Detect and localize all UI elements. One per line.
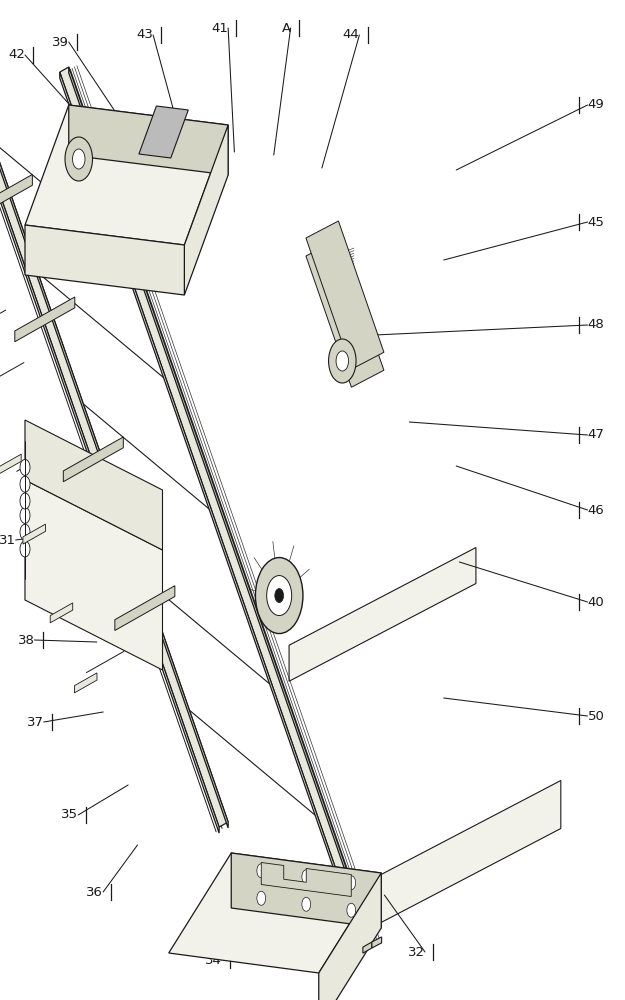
Polygon shape [25,225,184,295]
Text: 45: 45 [588,216,604,229]
Polygon shape [15,297,75,342]
Polygon shape [60,72,363,953]
Text: 46: 46 [588,504,604,516]
Circle shape [336,351,349,371]
Circle shape [20,524,30,540]
Polygon shape [63,437,123,482]
Polygon shape [69,105,228,175]
Polygon shape [60,67,372,947]
Text: 40: 40 [588,595,604,608]
Circle shape [302,897,311,911]
Text: 34: 34 [205,954,222,966]
Circle shape [65,137,92,181]
Circle shape [20,507,30,523]
Polygon shape [23,524,46,544]
Text: 37: 37 [27,716,44,728]
Polygon shape [319,873,381,1000]
Text: 35: 35 [61,808,78,822]
Polygon shape [261,862,351,896]
Text: 44: 44 [342,28,359,41]
Polygon shape [0,0,219,833]
Text: 47: 47 [588,428,604,442]
Circle shape [20,476,30,492]
Text: 39: 39 [52,35,69,48]
Polygon shape [184,125,228,295]
Text: A: A [281,21,291,34]
Polygon shape [74,673,97,693]
Text: 31: 31 [0,534,16,546]
Polygon shape [25,420,162,550]
Polygon shape [50,603,72,623]
Text: 38: 38 [18,634,34,647]
Circle shape [347,903,356,917]
Polygon shape [374,780,561,926]
Text: 48: 48 [588,318,604,332]
Polygon shape [69,67,372,948]
Text: 32: 32 [408,946,425,958]
Polygon shape [289,548,476,681]
Polygon shape [25,480,162,670]
Circle shape [20,459,30,475]
Circle shape [20,493,30,509]
Polygon shape [0,0,228,827]
Polygon shape [0,0,228,828]
Polygon shape [372,937,382,948]
Polygon shape [231,853,381,928]
Text: 43: 43 [136,28,153,41]
Circle shape [256,558,303,634]
Polygon shape [0,454,21,474]
Circle shape [347,876,356,890]
Polygon shape [169,853,381,973]
Text: 50: 50 [588,710,604,722]
Text: 49: 49 [588,99,604,111]
Text: 36: 36 [86,886,103,898]
Circle shape [257,891,266,905]
Circle shape [275,589,284,603]
Polygon shape [363,942,372,953]
Polygon shape [306,221,384,369]
Circle shape [72,149,85,169]
Text: 33: 33 [302,956,319,968]
Circle shape [20,541,30,557]
Polygon shape [306,239,384,387]
Polygon shape [115,586,175,631]
Polygon shape [0,174,32,219]
Circle shape [267,576,292,616]
Text: 41: 41 [211,21,228,34]
Circle shape [329,339,356,383]
Circle shape [257,864,266,878]
Polygon shape [25,105,228,245]
Text: 42: 42 [8,48,25,62]
Circle shape [302,870,311,884]
Polygon shape [139,106,188,158]
